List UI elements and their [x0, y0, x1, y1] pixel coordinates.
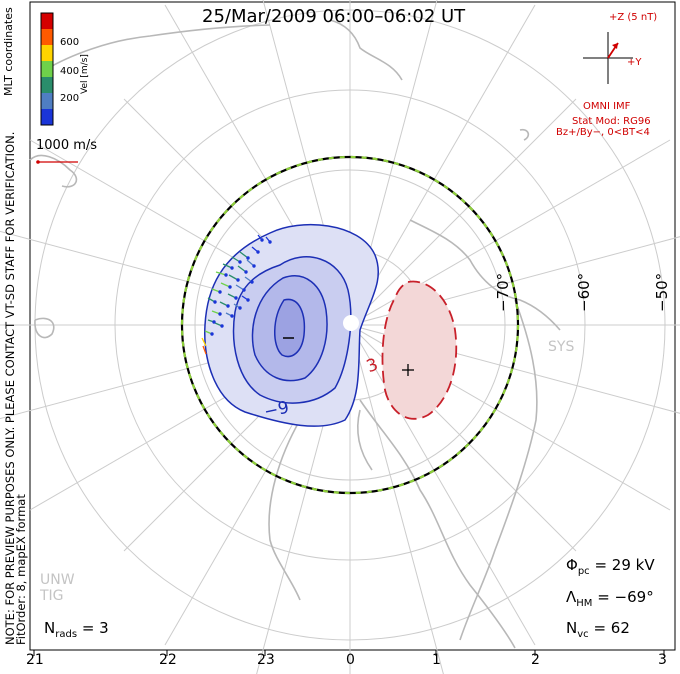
positive-convection-cell — [381, 280, 458, 420]
mlt-label-2: 2 — [531, 652, 540, 668]
colorbar — [40, 12, 54, 126]
coordinates-label: MLT coordinates — [2, 7, 15, 96]
vector-origins — [210, 238, 272, 336]
station-label-tig: TIG — [40, 588, 64, 604]
station-label-unw: UNW — [40, 572, 75, 588]
imf-y-label: +Y — [627, 57, 642, 68]
reference-vector-label: 1000 m/s — [36, 138, 98, 153]
negative-convection-cell — [204, 223, 379, 427]
hm-boundary-latitude: ΛHM = −69° — [566, 588, 654, 609]
imf-source: OMNI IMF — [583, 101, 631, 112]
vector-count: Nvc = 62 — [566, 619, 630, 640]
mlt-label-0: 0 — [346, 652, 355, 668]
mlt-label-22: 22 — [159, 652, 177, 668]
imf-condition: Bz+/By−, 0<BT<4 — [556, 127, 650, 138]
boundary-green-dash — [180, 155, 520, 495]
colorbar-tick-400: 400 — [60, 66, 80, 77]
coastlines — [29, 19, 561, 649]
page-title: 25/Mar/2009 06:00–06:02 UT — [202, 6, 466, 27]
colorbar-label: Vel [m/s] — [80, 54, 90, 94]
imf-z-label: +Z (5 nT) — [609, 12, 658, 23]
cross-polar-cap-potential: Φpc = 29 kV — [566, 556, 655, 577]
stat-model: Stat Mod: RG96 — [572, 116, 651, 127]
latitude-label-70: −70° — [494, 272, 512, 312]
imf-dial — [583, 32, 633, 84]
pole-marker — [343, 315, 359, 331]
colorbar-tick-600: 600 — [60, 37, 80, 48]
latitude-label-50: −50° — [653, 272, 671, 312]
latitude-label-60: −60° — [575, 272, 593, 312]
mlt-label-21: 21 — [26, 652, 44, 668]
mlt-label-23: 23 — [257, 652, 275, 668]
radar-count: Nrads = 3 — [44, 619, 109, 640]
mlt-label-1: 1 — [432, 652, 441, 668]
plot-frame — [29, 1, 676, 651]
fit-order-note: FitOrder: 8, mapEX format — [14, 494, 28, 645]
station-label-sys: SYS — [548, 339, 575, 355]
colorbar-tick-200: 200 — [60, 93, 80, 104]
mlt-label-3: 3 — [658, 652, 667, 668]
